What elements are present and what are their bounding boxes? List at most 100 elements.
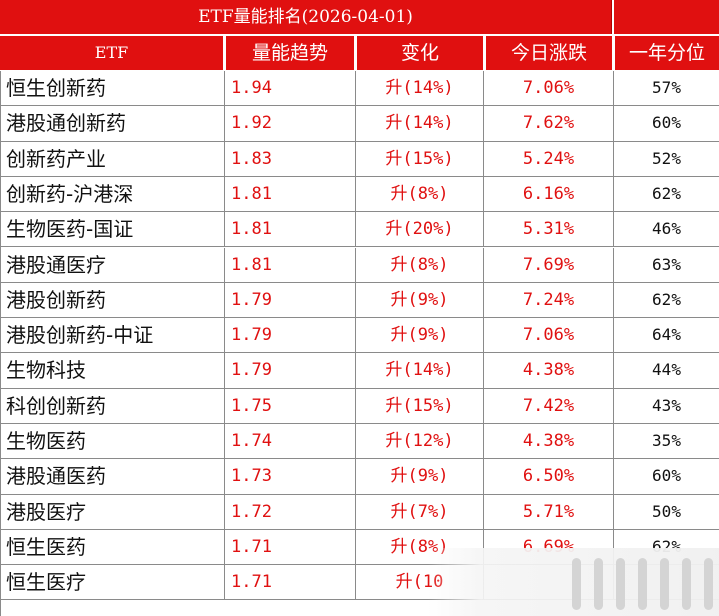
etf-name-cell: 生物医药-国证 bbox=[0, 212, 225, 247]
watermark-bar bbox=[682, 558, 691, 610]
change-cell: 升(12%) bbox=[356, 424, 484, 459]
etf-name-cell: 创新药产业 bbox=[0, 141, 225, 176]
year-percentile-cell: 63% bbox=[652, 254, 681, 274]
year-percentile-cell: 46% bbox=[652, 219, 681, 239]
today-change-cell: 7.69% bbox=[484, 247, 614, 282]
watermark-bar bbox=[638, 558, 647, 610]
table-row: 港股创新药-中证 1.79 升(9%) 7.06% 64% bbox=[0, 318, 719, 354]
change-cell: 升(9%) bbox=[356, 318, 484, 353]
header-etf: ETF bbox=[0, 36, 223, 70]
today-change-cell: 5.71% bbox=[484, 494, 614, 529]
table-title: ETF量能排名(2026-04-01) bbox=[0, 0, 612, 34]
volume-trend-cell: 1.71 bbox=[225, 529, 356, 565]
year-percentile-cell: 52% bbox=[652, 148, 681, 168]
year-percentile-cell: 44% bbox=[652, 360, 681, 380]
table-row: 恒生创新药 1.94 升(14%) 7.06% 57% bbox=[0, 71, 719, 107]
volume-trend-cell: 1.79 bbox=[225, 318, 356, 353]
table-row: 港股医疗 1.72 升(7%) 5.71% 50% bbox=[0, 494, 719, 530]
volume-trend-cell: 1.79 bbox=[225, 353, 356, 388]
change-cell: 升(15%) bbox=[356, 388, 484, 423]
year-percentile-cell: 43% bbox=[652, 395, 681, 415]
volume-trend-cell: 1.94 bbox=[225, 71, 356, 106]
etf-name-cell: 港股通医药 bbox=[0, 459, 225, 494]
change-cell: 升(8%) bbox=[356, 176, 484, 212]
watermark-bars bbox=[488, 558, 718, 610]
table-left-border bbox=[0, 71, 1, 616]
etf-name-cell: 港股医疗 bbox=[0, 494, 225, 529]
change-cell: 升(15%) bbox=[356, 141, 484, 176]
etf-name-cell: 恒生医疗 bbox=[0, 565, 225, 600]
etf-name-cell: 恒生医药 bbox=[0, 529, 225, 565]
volume-trend-cell: 1.92 bbox=[225, 106, 356, 141]
change-cell: 升(8%) bbox=[356, 247, 484, 282]
table-row: 生物医药-国证 1.81 升(20%) 5.31% 46% bbox=[0, 212, 719, 248]
change-cell: 升(14%) bbox=[356, 106, 484, 141]
watermark-bar bbox=[660, 558, 669, 610]
etf-name-cell: 港股通创新药 bbox=[0, 106, 225, 141]
year-percentile-cell: 60% bbox=[652, 113, 681, 133]
volume-trend-cell: 1.71 bbox=[225, 565, 356, 600]
year-percentile-cell: 62% bbox=[652, 289, 681, 309]
etf-name-cell: 创新药-沪港深 bbox=[0, 176, 225, 212]
etf-name-cell: 生物医药 bbox=[0, 424, 225, 459]
watermark-bar bbox=[572, 558, 581, 610]
today-change-cell: 4.38% bbox=[484, 353, 614, 388]
volume-trend-cell: 1.81 bbox=[225, 212, 356, 247]
etf-name-cell: 科创创新药 bbox=[0, 388, 225, 423]
etf-name-cell: 港股通医疗 bbox=[0, 247, 225, 282]
today-change-cell: 6.16% bbox=[484, 176, 614, 212]
table-row: 科创创新药 1.75 升(15%) 7.42% 43% bbox=[0, 388, 719, 424]
volume-trend-cell: 1.81 bbox=[225, 247, 356, 282]
header-today-change: 今日涨跌 bbox=[486, 36, 612, 70]
today-change-cell: 5.31% bbox=[484, 212, 614, 247]
year-percentile-cell: 60% bbox=[652, 466, 681, 486]
table-row: 创新药-沪港深 1.81 升(8%) 6.16% 62% bbox=[0, 176, 719, 213]
today-change-cell: 7.62% bbox=[484, 106, 614, 141]
volume-trend-cell: 1.79 bbox=[225, 282, 356, 318]
title-filler-cell bbox=[614, 0, 719, 34]
table-row: 生物医药 1.74 升(12%) 4.38% 35% bbox=[0, 424, 719, 460]
etf-name-cell: 生物科技 bbox=[0, 353, 225, 388]
title-row: ETF量能排名(2026-04-01) bbox=[0, 0, 719, 34]
watermark-overlay bbox=[428, 548, 719, 616]
table-row: 生物科技 1.79 升(14%) 4.38% 44% bbox=[0, 353, 719, 389]
volume-trend-cell: 1.74 bbox=[225, 424, 356, 459]
table-row: 港股创新药 1.79 升(9%) 7.24% 62% bbox=[0, 282, 719, 319]
column-header-row: ETF 量能趋势 变化 今日涨跌 一年分位 bbox=[0, 36, 719, 70]
volume-trend-cell: 1.83 bbox=[225, 141, 356, 176]
change-cell: 升(14%) bbox=[356, 71, 484, 106]
change-cell: 升(14%) bbox=[356, 353, 484, 388]
etf-name-cell: 恒生创新药 bbox=[0, 71, 225, 106]
year-percentile-cell: 62% bbox=[652, 183, 681, 203]
header-volume-trend: 量能趋势 bbox=[226, 36, 354, 70]
today-change-cell: 5.24% bbox=[484, 141, 614, 176]
year-percentile-cell: 50% bbox=[652, 501, 681, 521]
today-change-cell: 6.50% bbox=[484, 459, 614, 494]
today-change-cell: 7.06% bbox=[484, 318, 614, 353]
today-change-cell: 7.24% bbox=[484, 282, 614, 318]
today-change-cell: 7.42% bbox=[484, 388, 614, 423]
etf-name-cell: 港股创新药 bbox=[0, 282, 225, 318]
today-change-cell: 7.06% bbox=[484, 71, 614, 106]
header-year-percentile: 一年分位 bbox=[615, 36, 719, 70]
change-cell: 升(7%) bbox=[356, 494, 484, 529]
table-row: 港股通创新药 1.92 升(14%) 7.62% 60% bbox=[0, 106, 719, 142]
change-cell: 升(9%) bbox=[356, 282, 484, 318]
header-change: 变化 bbox=[357, 36, 483, 70]
title-divider bbox=[0, 34, 719, 36]
year-percentile-cell: 35% bbox=[652, 431, 681, 450]
change-cell: 升(20%) bbox=[356, 212, 484, 247]
volume-trend-cell: 1.73 bbox=[225, 459, 356, 494]
year-percentile-cell: 57% bbox=[652, 78, 681, 97]
watermark-bar bbox=[704, 558, 713, 610]
watermark-bar bbox=[594, 558, 603, 610]
table-row: 港股通医药 1.73 升(9%) 6.50% 60% bbox=[0, 459, 719, 495]
volume-trend-cell: 1.75 bbox=[225, 388, 356, 423]
table-row: 创新药产业 1.83 升(15%) 5.24% 52% bbox=[0, 141, 719, 177]
volume-trend-cell: 1.72 bbox=[225, 494, 356, 529]
table-row: 港股通医疗 1.81 升(8%) 7.69% 63% bbox=[0, 247, 719, 283]
etf-name-cell: 港股创新药-中证 bbox=[0, 318, 225, 353]
year-percentile-cell: 64% bbox=[652, 325, 681, 345]
volume-trend-cell: 1.81 bbox=[225, 176, 356, 212]
